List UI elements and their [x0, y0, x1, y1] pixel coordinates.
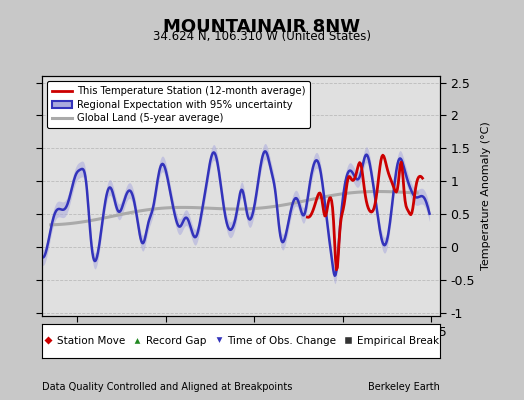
Text: 34.624 N, 106.310 W (United States): 34.624 N, 106.310 W (United States) [153, 30, 371, 43]
Legend: Station Move, Record Gap, Time of Obs. Change, Empirical Break: Station Move, Record Gap, Time of Obs. C… [40, 333, 442, 349]
Text: MOUNTAINAIR 8NW: MOUNTAINAIR 8NW [163, 18, 361, 36]
Y-axis label: Temperature Anomaly (°C): Temperature Anomaly (°C) [481, 122, 490, 270]
Text: Berkeley Earth: Berkeley Earth [368, 382, 440, 392]
Legend: This Temperature Station (12-month average), Regional Expectation with 95% uncer: This Temperature Station (12-month avera… [47, 81, 310, 128]
Text: Data Quality Controlled and Aligned at Breakpoints: Data Quality Controlled and Aligned at B… [42, 382, 292, 392]
